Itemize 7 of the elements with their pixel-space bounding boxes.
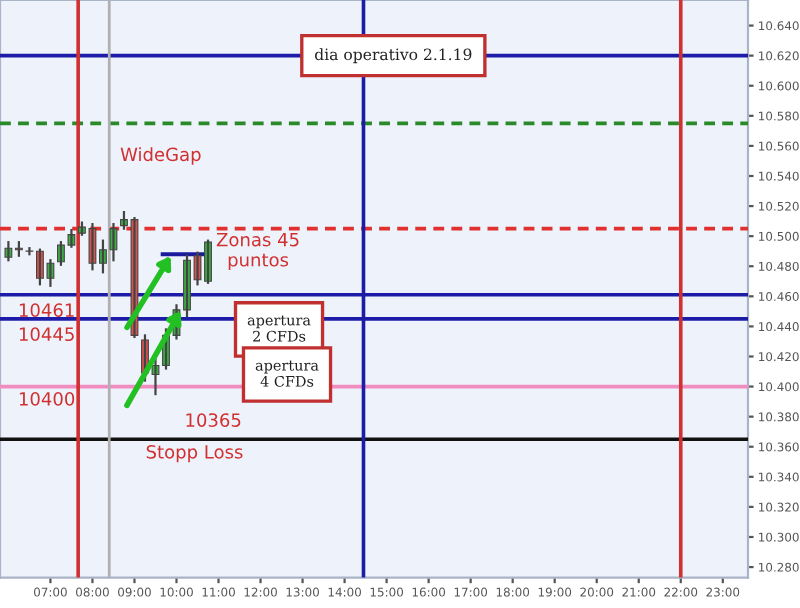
annotation: 10400 — [19, 392, 75, 406]
annotation: Stopp Loss — [146, 445, 243, 463]
annotation: 10461 — [19, 303, 74, 317]
annotation: 10445 — [19, 327, 74, 342]
annotation: WideGap — [120, 147, 201, 165]
annotation: 10365 — [186, 413, 241, 427]
annotation: Zonas 45 puntos — [216, 232, 299, 271]
